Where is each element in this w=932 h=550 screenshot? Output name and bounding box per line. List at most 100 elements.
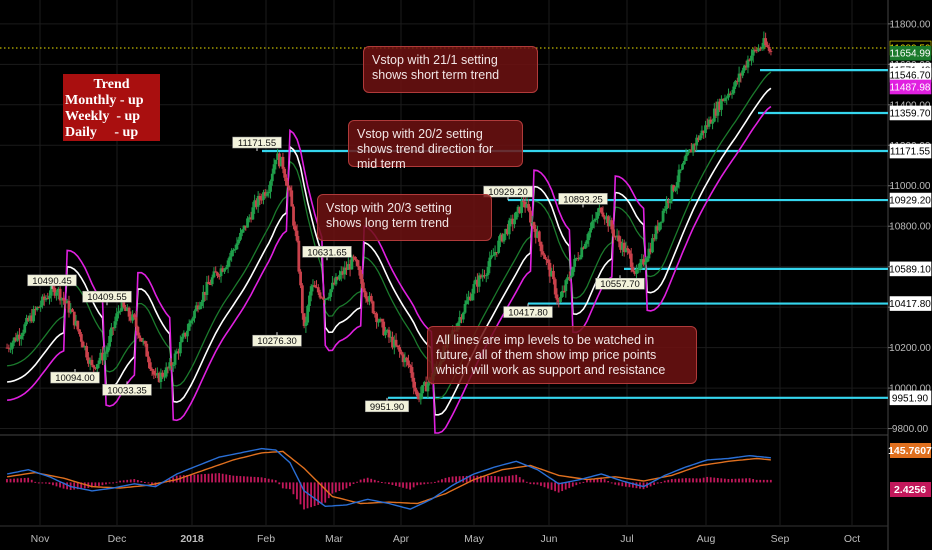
candle-body [461, 312, 465, 320]
histogram-bar [55, 482, 58, 487]
histogram-bar [419, 482, 422, 485]
candle-body [387, 329, 391, 338]
candle-body [111, 327, 115, 329]
candle-body [49, 286, 53, 296]
price-axis-tag-label: 11546.70 [890, 71, 931, 82]
price-axis-tag-label: 10417.80 [889, 299, 931, 310]
candle-body [140, 337, 143, 342]
histogram-bar [349, 482, 351, 487]
candle-body [226, 260, 230, 268]
histogram-bar [366, 477, 369, 483]
candle-body [168, 362, 172, 369]
candle-body [254, 200, 258, 207]
candle-body [624, 248, 628, 253]
candle-body [552, 270, 555, 280]
histogram-bar [285, 482, 288, 489]
candle-body [652, 238, 656, 240]
histogram-bar [292, 482, 295, 495]
candle-body [486, 266, 490, 276]
histogram-bar [621, 482, 624, 487]
candle-body [481, 275, 485, 278]
time-tick-label: Feb [257, 533, 275, 545]
candle-body [555, 294, 559, 300]
candle-body [506, 228, 509, 235]
candle-body [127, 307, 131, 317]
candle-body [260, 199, 264, 201]
histogram-bar [126, 479, 129, 483]
histogram-bar [561, 482, 564, 492]
candle-body [743, 65, 746, 71]
candle-body [608, 220, 612, 227]
price-axis-tag [889, 390, 932, 406]
candle-body [237, 239, 241, 244]
candle-body [171, 364, 175, 367]
histogram-bar [398, 482, 401, 487]
candle-body [762, 38, 766, 47]
histogram-bar [324, 482, 327, 503]
candle-body [285, 177, 288, 186]
trend-daily: Daily - up [65, 125, 139, 140]
price-axis-tag [889, 45, 932, 61]
candle-body [297, 240, 301, 272]
histogram-bar [469, 475, 472, 483]
histogram-bar [352, 482, 355, 484]
candle-body [389, 336, 393, 338]
candle-body [612, 229, 615, 237]
histogram-bar [550, 482, 553, 490]
candle-body [615, 235, 619, 237]
signal-line [7, 450, 771, 505]
candle-body [106, 346, 110, 353]
candle-body [509, 218, 513, 221]
histogram-bar [501, 476, 503, 483]
histogram-bar [143, 481, 146, 483]
candle-body [725, 97, 729, 99]
candle-body [269, 181, 272, 192]
candle-body [704, 125, 707, 133]
histogram-bar [738, 478, 740, 483]
price-axis[interactable]: 11800.0011600.0011400.0011200.0011000.00… [888, 0, 932, 550]
candle-body [331, 282, 334, 290]
histogram-bar [23, 477, 26, 483]
candle-body [313, 285, 317, 288]
candle-body [541, 251, 545, 255]
histogram-bar [48, 482, 51, 485]
candles [5, 31, 773, 405]
candle-body [410, 367, 414, 378]
histogram-bar [129, 479, 132, 483]
candle-body [467, 296, 470, 301]
candle-body [714, 108, 718, 116]
candle-body [585, 240, 589, 244]
time-axis[interactable]: Nov Dec 2018 Feb Mar Apr May Jun Jul Aug Sep Oct [0, 525, 888, 545]
candle-body [325, 298, 329, 300]
pivot-label: 9951.90 [370, 402, 404, 413]
candle-body [152, 370, 156, 375]
candle-body [543, 254, 546, 260]
candle-body [71, 309, 74, 312]
candle-body [267, 191, 271, 194]
candle-body [200, 302, 203, 307]
pivot-label: 10893.25 [563, 194, 603, 205]
candle-body [672, 185, 676, 191]
candle-body [232, 249, 235, 251]
histogram-bar [649, 482, 652, 487]
candle-body [746, 59, 750, 68]
candle-body [62, 297, 66, 301]
histogram-bar [228, 475, 231, 483]
histogram-bar [306, 482, 309, 509]
note-levels: All lines are imp levels to be watched i… [427, 326, 697, 384]
candle-body [589, 228, 592, 233]
candle-body [769, 50, 773, 52]
candle-body [631, 267, 635, 272]
candle-body [575, 258, 578, 260]
candle-body [693, 144, 697, 146]
candle-body [415, 391, 419, 397]
histogram-bar [695, 478, 698, 483]
histogram-bar [151, 482, 153, 485]
candle-body [90, 359, 94, 366]
candle-body [60, 297, 64, 301]
candle-body [300, 285, 304, 314]
candle-body [187, 323, 191, 331]
histogram-bar [342, 482, 344, 490]
histogram-bar [578, 482, 581, 484]
candle-body [716, 101, 720, 116]
